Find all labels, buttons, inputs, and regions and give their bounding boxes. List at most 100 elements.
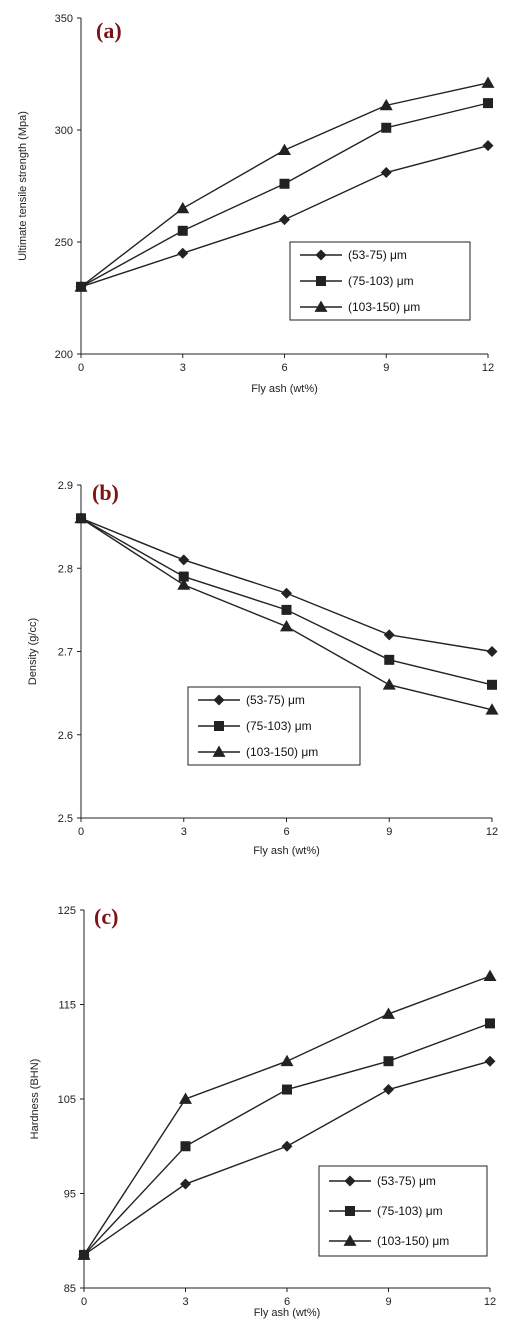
y-axis-label: Ultimate tensile strength (Mpa)	[17, 111, 29, 261]
legend-label: (103-150) μm	[348, 300, 420, 314]
legend-label: (103-150) μm	[246, 745, 318, 759]
data-point	[486, 646, 498, 657]
data-point	[485, 1018, 495, 1029]
data-point	[281, 604, 292, 615]
series-line	[80, 517, 493, 653]
y-tick-label: 2.8	[58, 563, 73, 575]
y-tick-label: 2.9	[58, 480, 73, 492]
legend-label: (53-75) μm	[377, 1174, 436, 1188]
data-point	[379, 98, 393, 111]
x-tick-label: 9	[383, 362, 389, 374]
x-tick-label: 9	[386, 826, 392, 838]
x-tick-label: 0	[81, 1296, 87, 1308]
y-tick-label: 350	[55, 13, 73, 25]
data-point	[380, 167, 392, 179]
x-tick-label: 0	[78, 826, 84, 838]
x-tick-label: 12	[486, 826, 498, 838]
chart-c-svg: 85 95 105 115 125 0 3 6 9 12 Fly ash (wt%) Hardness…	[29, 904, 497, 1319]
series-3	[77, 969, 497, 1260]
x-tick-label: 12	[484, 1296, 496, 1308]
data-point	[483, 98, 493, 109]
panel-tag: (a)	[96, 18, 122, 43]
legend-marker	[213, 694, 225, 706]
data-point	[382, 678, 396, 690]
legend-label: (53-75) μm	[246, 693, 305, 707]
x-axis-label: Fly ash (wt%)	[254, 1307, 321, 1319]
legend-label: (75-103) μm	[348, 274, 414, 288]
series-3	[74, 511, 499, 715]
x-tick-label: 3	[182, 1296, 188, 1308]
legend-marker	[212, 745, 226, 757]
data-point	[487, 679, 497, 690]
data-point	[483, 969, 497, 982]
legend: (53-75) μm (75-103) μm (103-150) μm	[318, 1165, 488, 1257]
legend-marker	[315, 249, 327, 261]
legend-marker	[345, 1206, 355, 1216]
data-point	[382, 1007, 395, 1019]
legend: (53-75) μm (75-103) μm (103-150) μm	[187, 686, 361, 766]
x-tick-label: 6	[283, 826, 289, 838]
data-point	[177, 247, 189, 259]
data-point	[281, 587, 292, 599]
data-point	[381, 122, 392, 133]
data-point	[179, 1092, 192, 1104]
y-tick-label: 115	[58, 1000, 76, 1012]
y-tick-label: 125	[58, 905, 76, 917]
data-point	[484, 1055, 496, 1067]
legend: (53-75) μm (75-103) μm (103-150) μm	[289, 241, 471, 321]
data-point	[281, 1140, 293, 1152]
data-point	[177, 225, 188, 236]
series-3	[74, 76, 495, 292]
panel-tag: (b)	[92, 480, 119, 505]
x-axis-label: Fly ash (wt%)	[251, 383, 318, 395]
series-1	[75, 512, 498, 657]
legend-label: (75-103) μm	[246, 719, 312, 733]
chart-panel-c: 85 95 105 115 125 0 3 6 9 12 Fly ash (wt%) Hardness…	[0, 890, 508, 1324]
y-tick-label: 2.6	[58, 730, 73, 742]
y-tick-label: 105	[58, 1094, 76, 1106]
data-point	[481, 76, 495, 88]
data-point	[74, 280, 88, 292]
legend-marker	[214, 721, 224, 731]
data-point	[178, 554, 190, 566]
data-point	[178, 571, 189, 582]
chart-panel-a: 200 250 300 350 0 3 6 9 12 Fly ash (wt%) Ultimate …	[0, 0, 508, 400]
data-point	[383, 1056, 394, 1067]
data-point	[383, 629, 395, 641]
y-axis-label: Density (g/cc)	[27, 618, 39, 685]
data-point	[180, 1141, 191, 1152]
data-point	[180, 1178, 191, 1190]
data-point	[282, 1084, 292, 1095]
y-tick-label: 2.5	[58, 813, 73, 825]
y-tick-label: 2.7	[58, 647, 73, 659]
x-tick-label: 6	[284, 1296, 290, 1308]
y-tick-label: 85	[64, 1283, 76, 1295]
x-tick-label: 6	[281, 362, 287, 374]
data-point	[77, 1248, 91, 1260]
data-point	[176, 201, 190, 214]
data-point	[74, 511, 88, 524]
legend-label: (75-103) μm	[377, 1204, 443, 1218]
data-point	[485, 703, 499, 715]
panel-tag: (c)	[94, 904, 118, 929]
y-tick-label: 250	[55, 237, 73, 249]
y-tick-label: 300	[55, 125, 73, 137]
legend-marker	[344, 1175, 356, 1187]
data-point	[384, 654, 395, 665]
data-point	[280, 1054, 294, 1067]
series-2	[76, 513, 497, 690]
x-tick-label: 0	[78, 362, 84, 374]
x-tick-label: 12	[482, 362, 494, 374]
data-point	[177, 578, 191, 590]
data-point	[278, 143, 291, 156]
x-tick-label: 3	[180, 362, 186, 374]
data-point	[280, 620, 293, 632]
y-axis-label: Hardness (BHN)	[29, 1059, 41, 1140]
y-tick-label: 95	[64, 1189, 76, 1201]
legend-marker	[343, 1234, 357, 1246]
chart-a-svg: 200 250 300 350 0 3 6 9 12 Fly ash (wt%) Ultimate …	[17, 13, 495, 395]
data-point	[482, 140, 494, 152]
legend-label: (103-150) μm	[377, 1234, 449, 1248]
legend-marker	[316, 276, 326, 286]
y-tick-label: 200	[55, 349, 73, 361]
